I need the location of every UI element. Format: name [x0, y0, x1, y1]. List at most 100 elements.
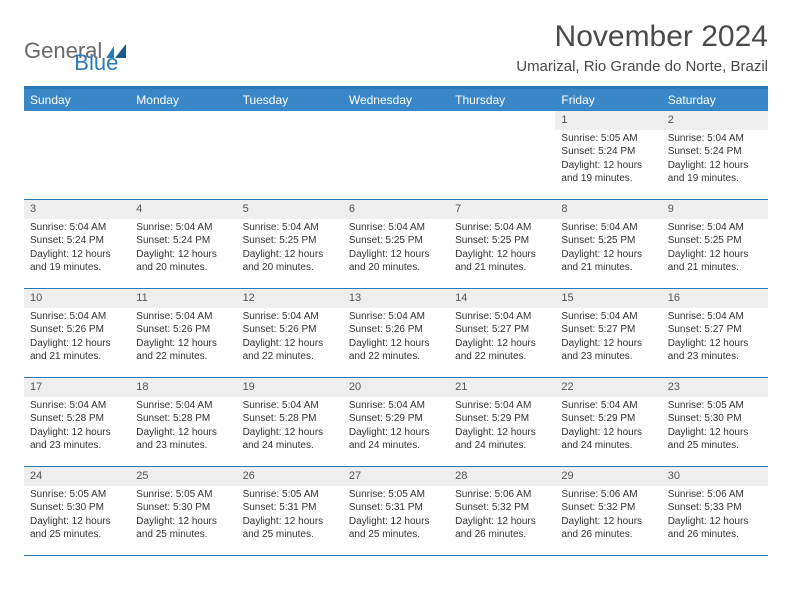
daylight-text: Daylight: 12 hours and 26 minutes. [668, 515, 762, 542]
day-number: 21 [449, 378, 555, 397]
day-body: Sunrise: 5:04 AMSunset: 5:28 PMDaylight:… [130, 397, 236, 457]
weekday-tuesday: Tuesday [237, 89, 343, 111]
daylight-text: Daylight: 12 hours and 23 minutes. [668, 337, 762, 364]
sunrise-text: Sunrise: 5:04 AM [349, 221, 443, 235]
day-body: Sunrise: 5:05 AMSunset: 5:30 PMDaylight:… [662, 397, 768, 457]
calendar-day: 13Sunrise: 5:04 AMSunset: 5:26 PMDayligh… [343, 289, 449, 377]
sunset-text: Sunset: 5:31 PM [243, 501, 337, 515]
daylight-text: Daylight: 12 hours and 22 minutes. [136, 337, 230, 364]
day-body: Sunrise: 5:05 AMSunset: 5:31 PMDaylight:… [237, 486, 343, 546]
day-body: Sunrise: 5:06 AMSunset: 5:32 PMDaylight:… [449, 486, 555, 546]
day-number: 1 [555, 111, 661, 130]
sunrise-text: Sunrise: 5:05 AM [668, 399, 762, 413]
calendar-day: 26Sunrise: 5:05 AMSunset: 5:31 PMDayligh… [237, 467, 343, 555]
logo: General Blue [24, 26, 118, 76]
calendar-day: 30Sunrise: 5:06 AMSunset: 5:33 PMDayligh… [662, 467, 768, 555]
calendar-day: 17Sunrise: 5:04 AMSunset: 5:28 PMDayligh… [24, 378, 130, 466]
calendar-day: 5Sunrise: 5:04 AMSunset: 5:25 PMDaylight… [237, 200, 343, 288]
sunrise-text: Sunrise: 5:04 AM [349, 399, 443, 413]
sunset-text: Sunset: 5:28 PM [30, 412, 124, 426]
sunrise-text: Sunrise: 5:04 AM [136, 310, 230, 324]
calendar-day: 10Sunrise: 5:04 AMSunset: 5:26 PMDayligh… [24, 289, 130, 377]
daylight-text: Daylight: 12 hours and 25 minutes. [668, 426, 762, 453]
day-body: Sunrise: 5:05 AMSunset: 5:30 PMDaylight:… [130, 486, 236, 546]
day-body: Sunrise: 5:04 AMSunset: 5:24 PMDaylight:… [662, 130, 768, 190]
weekday-saturday: Saturday [662, 89, 768, 111]
day-number: 6 [343, 200, 449, 219]
sunset-text: Sunset: 5:28 PM [243, 412, 337, 426]
daylight-text: Daylight: 12 hours and 21 minutes. [455, 248, 549, 275]
day-number: 7 [449, 200, 555, 219]
daylight-text: Daylight: 12 hours and 21 minutes. [30, 337, 124, 364]
daylight-text: Daylight: 12 hours and 24 minutes. [349, 426, 443, 453]
day-body: Sunrise: 5:06 AMSunset: 5:33 PMDaylight:… [662, 486, 768, 546]
daylight-text: Daylight: 12 hours and 20 minutes. [243, 248, 337, 275]
sunset-text: Sunset: 5:26 PM [243, 323, 337, 337]
day-number: 24 [24, 467, 130, 486]
sunset-text: Sunset: 5:26 PM [136, 323, 230, 337]
weekday-thursday: Thursday [449, 89, 555, 111]
day-number: 12 [237, 289, 343, 308]
sunset-text: Sunset: 5:25 PM [349, 234, 443, 248]
sunrise-text: Sunrise: 5:06 AM [561, 488, 655, 502]
calendar-day [130, 111, 236, 199]
calendar-day: 22Sunrise: 5:04 AMSunset: 5:29 PMDayligh… [555, 378, 661, 466]
daylight-text: Daylight: 12 hours and 26 minutes. [561, 515, 655, 542]
sunset-text: Sunset: 5:28 PM [136, 412, 230, 426]
day-body: Sunrise: 5:04 AMSunset: 5:28 PMDaylight:… [24, 397, 130, 457]
sunrise-text: Sunrise: 5:04 AM [243, 221, 337, 235]
sunset-text: Sunset: 5:30 PM [668, 412, 762, 426]
daylight-text: Daylight: 12 hours and 22 minutes. [455, 337, 549, 364]
daylight-text: Daylight: 12 hours and 23 minutes. [136, 426, 230, 453]
calendar-day [343, 111, 449, 199]
daylight-text: Daylight: 12 hours and 22 minutes. [349, 337, 443, 364]
day-number: 10 [24, 289, 130, 308]
day-number: 2 [662, 111, 768, 130]
day-body: Sunrise: 5:05 AMSunset: 5:30 PMDaylight:… [24, 486, 130, 546]
day-body: Sunrise: 5:04 AMSunset: 5:27 PMDaylight:… [449, 308, 555, 368]
sunrise-text: Sunrise: 5:04 AM [30, 399, 124, 413]
sunset-text: Sunset: 5:29 PM [561, 412, 655, 426]
day-number: 25 [130, 467, 236, 486]
daylight-text: Daylight: 12 hours and 23 minutes. [561, 337, 655, 364]
sunrise-text: Sunrise: 5:04 AM [30, 310, 124, 324]
sunset-text: Sunset: 5:32 PM [561, 501, 655, 515]
day-number: 30 [662, 467, 768, 486]
day-body: Sunrise: 5:04 AMSunset: 5:29 PMDaylight:… [449, 397, 555, 457]
calendar-day: 15Sunrise: 5:04 AMSunset: 5:27 PMDayligh… [555, 289, 661, 377]
day-body: Sunrise: 5:04 AMSunset: 5:25 PMDaylight:… [237, 219, 343, 279]
day-number: 17 [24, 378, 130, 397]
day-number: 20 [343, 378, 449, 397]
daylight-text: Daylight: 12 hours and 21 minutes. [561, 248, 655, 275]
sunrise-text: Sunrise: 5:04 AM [668, 132, 762, 146]
day-number: 5 [237, 200, 343, 219]
day-body: Sunrise: 5:04 AMSunset: 5:25 PMDaylight:… [449, 219, 555, 279]
sunset-text: Sunset: 5:25 PM [243, 234, 337, 248]
sunset-text: Sunset: 5:31 PM [349, 501, 443, 515]
calendar-day: 24Sunrise: 5:05 AMSunset: 5:30 PMDayligh… [24, 467, 130, 555]
daylight-text: Daylight: 12 hours and 25 minutes. [136, 515, 230, 542]
day-body [449, 130, 555, 136]
sunset-text: Sunset: 5:27 PM [668, 323, 762, 337]
day-number: 14 [449, 289, 555, 308]
day-body: Sunrise: 5:04 AMSunset: 5:27 PMDaylight:… [555, 308, 661, 368]
day-body: Sunrise: 5:04 AMSunset: 5:24 PMDaylight:… [130, 219, 236, 279]
day-body: Sunrise: 5:04 AMSunset: 5:28 PMDaylight:… [237, 397, 343, 457]
calendar-day: 25Sunrise: 5:05 AMSunset: 5:30 PMDayligh… [130, 467, 236, 555]
day-number: 11 [130, 289, 236, 308]
sunrise-text: Sunrise: 5:05 AM [136, 488, 230, 502]
calendar-day: 27Sunrise: 5:05 AMSunset: 5:31 PMDayligh… [343, 467, 449, 555]
page-header: General Blue November 2024 Umarizal, Rio… [24, 20, 768, 76]
day-number: 13 [343, 289, 449, 308]
sunrise-text: Sunrise: 5:04 AM [561, 221, 655, 235]
sunset-text: Sunset: 5:27 PM [455, 323, 549, 337]
calendar-week: 10Sunrise: 5:04 AMSunset: 5:26 PMDayligh… [24, 289, 768, 378]
daylight-text: Daylight: 12 hours and 25 minutes. [30, 515, 124, 542]
calendar-day: 20Sunrise: 5:04 AMSunset: 5:29 PMDayligh… [343, 378, 449, 466]
sunset-text: Sunset: 5:24 PM [561, 145, 655, 159]
day-body: Sunrise: 5:04 AMSunset: 5:24 PMDaylight:… [24, 219, 130, 279]
sunset-text: Sunset: 5:30 PM [136, 501, 230, 515]
daylight-text: Daylight: 12 hours and 24 minutes. [561, 426, 655, 453]
daylight-text: Daylight: 12 hours and 24 minutes. [455, 426, 549, 453]
sunset-text: Sunset: 5:30 PM [30, 501, 124, 515]
